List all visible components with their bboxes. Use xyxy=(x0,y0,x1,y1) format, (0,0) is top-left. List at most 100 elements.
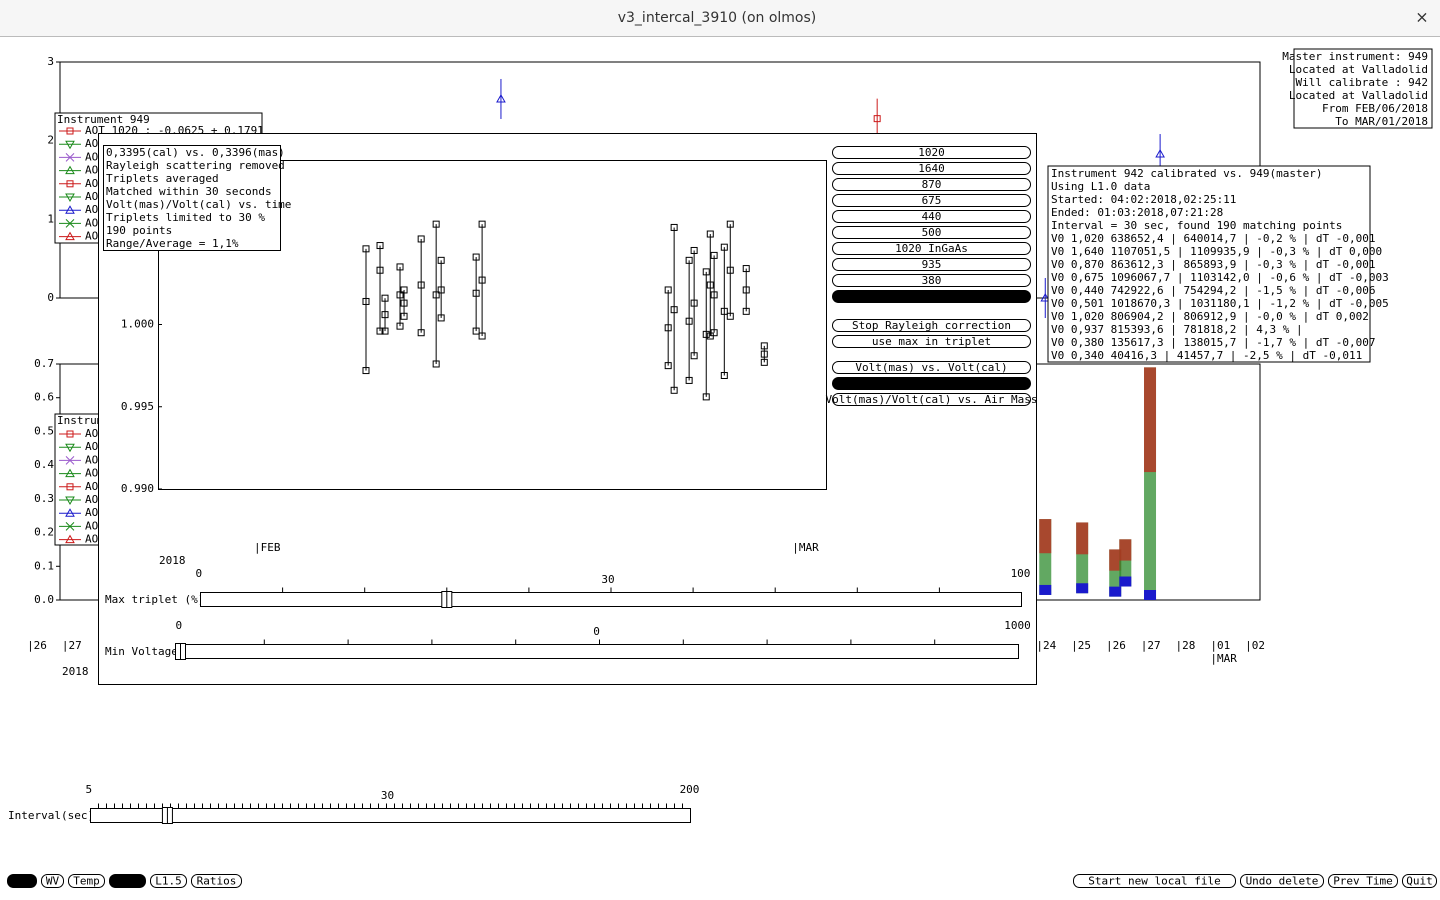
button-label[interactable]: AOT xyxy=(12,875,32,888)
slider-track[interactable] xyxy=(90,808,691,823)
button-label[interactable]: 870 xyxy=(922,178,942,191)
button-label[interactable]: Prev Time xyxy=(1333,875,1393,888)
legend-marker xyxy=(66,430,74,438)
triplet-point xyxy=(726,220,734,228)
button[interactable] xyxy=(832,226,1031,239)
button[interactable] xyxy=(109,874,146,888)
button-label[interactable]: Volt(mas)/Volt(cal) vs. Air Mass xyxy=(826,393,1038,406)
button[interactable] xyxy=(1402,874,1437,888)
button-label[interactable]: L1.0 xyxy=(114,875,141,888)
button[interactable] xyxy=(832,290,1031,303)
button-label[interactable]: 1020 InGaAs xyxy=(895,242,968,255)
cluster-low xyxy=(1076,583,1089,594)
button-label[interactable]: L1.5 xyxy=(155,875,182,888)
button[interactable] xyxy=(832,335,1031,348)
button[interactable] xyxy=(832,242,1031,255)
calibration-line: Using L1.0 data xyxy=(1051,180,1150,193)
triplet-point xyxy=(417,235,425,243)
y-tick-label: 0.2 xyxy=(34,526,54,539)
button[interactable] xyxy=(150,874,187,888)
triplet-point xyxy=(417,329,425,337)
button[interactable] xyxy=(1328,874,1398,888)
y-tick-label: 0 xyxy=(47,291,54,304)
button-label[interactable]: 500 xyxy=(922,226,942,239)
legend-marker xyxy=(65,522,75,531)
cluster-low xyxy=(1039,584,1052,595)
button[interactable] xyxy=(832,194,1031,207)
button[interactable] xyxy=(1073,874,1236,888)
info-line: Triplets averaged xyxy=(106,172,219,185)
button[interactable] xyxy=(191,874,242,888)
button-label[interactable]: 1640 xyxy=(918,162,945,175)
button[interactable] xyxy=(41,874,64,888)
triplet-point xyxy=(376,327,384,335)
triplet-point xyxy=(720,371,728,379)
button[interactable] xyxy=(832,393,1031,406)
triplet-point xyxy=(706,281,714,289)
slider-track[interactable] xyxy=(180,644,1019,659)
info-line: Rayleigh scattering removed xyxy=(106,159,285,172)
button-label[interactable]: Undo delete xyxy=(1246,875,1319,888)
button[interactable] xyxy=(832,274,1031,287)
calibration-line: V0 0,675 1096067,7 | 1103142,0 | -0,6 % … xyxy=(1051,271,1389,284)
button[interactable] xyxy=(832,210,1031,223)
cluster-low xyxy=(1109,586,1122,597)
slider-track[interactable] xyxy=(200,592,1022,607)
calibration-line: V0 0,937 815393,6 | 781818,2 | 4,3 % | xyxy=(1051,323,1303,336)
triplet-point xyxy=(376,242,384,250)
button-label[interactable]: 380 xyxy=(922,274,942,287)
x-year-label: 2018 xyxy=(62,665,89,678)
button-label[interactable]: WV xyxy=(46,875,60,888)
button-label[interactable]: Ratios xyxy=(197,875,237,888)
triplet-point xyxy=(702,330,710,338)
button-label[interactable]: 440 xyxy=(922,210,942,223)
cluster-low xyxy=(1144,590,1157,600)
legend-entry: AO xyxy=(85,480,98,493)
triplet-point xyxy=(720,243,728,251)
button[interactable] xyxy=(832,319,1031,332)
legend-marker xyxy=(65,219,75,228)
slider-max: 100 xyxy=(1011,567,1031,580)
button-label[interactable]: Quit xyxy=(1406,875,1433,888)
x-tick-label: |26 xyxy=(1106,639,1126,652)
button[interactable] xyxy=(832,162,1031,175)
button-label[interactable]: Stop Rayleigh correction xyxy=(852,319,1011,332)
button-label[interactable]: Volt(mas)/Volt(cal) vs. time xyxy=(839,377,1024,390)
button-label[interactable]: 1020 xyxy=(918,146,945,159)
button-label[interactable]: Start new local file xyxy=(1088,875,1220,888)
legend-marker xyxy=(66,483,74,491)
triplet-point xyxy=(670,306,678,314)
master-line: Located at Valladolid xyxy=(1289,63,1428,76)
button[interactable] xyxy=(68,874,105,888)
cluster-high xyxy=(1039,519,1052,554)
legend-marker xyxy=(65,140,75,150)
button[interactable] xyxy=(832,258,1031,271)
close-button[interactable]: × xyxy=(1415,8,1428,27)
x-year-label: 2018 xyxy=(159,554,186,567)
button[interactable] xyxy=(832,178,1031,191)
button-label[interactable]: Temp xyxy=(73,875,100,888)
y-tick-label: 1.000 xyxy=(121,318,154,331)
triplet-point xyxy=(670,386,678,394)
triplet-point xyxy=(478,276,486,284)
button[interactable] xyxy=(1240,874,1324,888)
master-line: To MAR/01/2018 xyxy=(1335,115,1428,128)
button-label[interactable]: 675 xyxy=(922,194,942,207)
button-label[interactable]: 935 xyxy=(922,258,942,271)
cluster-high xyxy=(1144,367,1157,473)
button-label[interactable]: 340 xyxy=(922,290,942,303)
button[interactable] xyxy=(832,361,1031,374)
triplet-point xyxy=(742,307,750,315)
legend-marker xyxy=(66,180,74,188)
button-label[interactable]: Volt(mas) vs. Volt(cal) xyxy=(855,361,1007,374)
slider-max: 1000 xyxy=(1004,619,1031,632)
legend-marker xyxy=(65,468,75,478)
legend-entry: AO xyxy=(85,493,98,506)
button[interactable] xyxy=(832,146,1031,159)
button[interactable] xyxy=(7,874,37,888)
triplet-point xyxy=(710,329,718,337)
legend-entry: AO xyxy=(85,506,98,519)
calibration-line: Instrument 942 calibrated vs. 949(master… xyxy=(1051,167,1323,180)
button[interactable] xyxy=(832,377,1031,390)
button-label[interactable]: use max in triplet xyxy=(872,335,991,348)
